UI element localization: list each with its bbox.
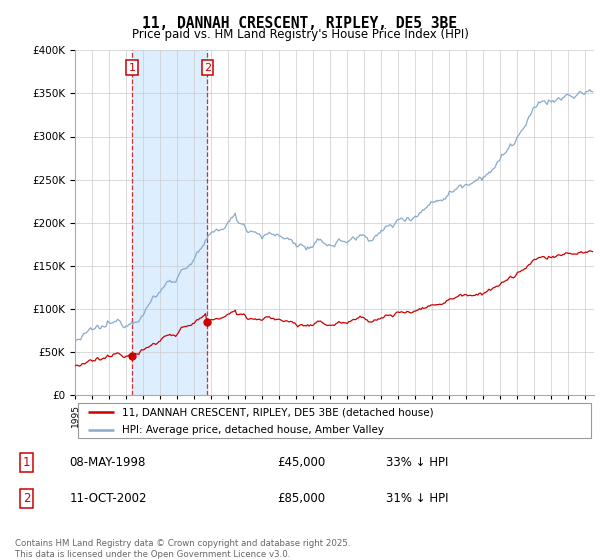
- Text: 33% ↓ HPI: 33% ↓ HPI: [386, 456, 449, 469]
- Bar: [132, 50, 208, 395]
- Text: 11-OCT-2002: 11-OCT-2002: [70, 492, 147, 505]
- Text: Contains HM Land Registry data © Crown copyright and database right 2025.
This d: Contains HM Land Registry data © Crown c…: [15, 539, 350, 559]
- Text: £45,000: £45,000: [277, 456, 325, 469]
- Text: 11, DANNAH CRESCENT, RIPLEY, DE5 3BE: 11, DANNAH CRESCENT, RIPLEY, DE5 3BE: [143, 16, 458, 31]
- Text: 08-MAY-1998: 08-MAY-1998: [70, 456, 146, 469]
- Text: 1: 1: [23, 456, 30, 469]
- FancyBboxPatch shape: [77, 403, 592, 438]
- Text: 1: 1: [128, 63, 136, 73]
- Text: £85,000: £85,000: [277, 492, 325, 505]
- Text: 2: 2: [23, 492, 30, 505]
- Text: 31% ↓ HPI: 31% ↓ HPI: [386, 492, 449, 505]
- Text: Price paid vs. HM Land Registry's House Price Index (HPI): Price paid vs. HM Land Registry's House …: [131, 28, 469, 41]
- Text: 11, DANNAH CRESCENT, RIPLEY, DE5 3BE (detached house): 11, DANNAH CRESCENT, RIPLEY, DE5 3BE (de…: [122, 407, 433, 417]
- Text: HPI: Average price, detached house, Amber Valley: HPI: Average price, detached house, Ambe…: [122, 425, 384, 435]
- Text: 2: 2: [204, 63, 211, 73]
